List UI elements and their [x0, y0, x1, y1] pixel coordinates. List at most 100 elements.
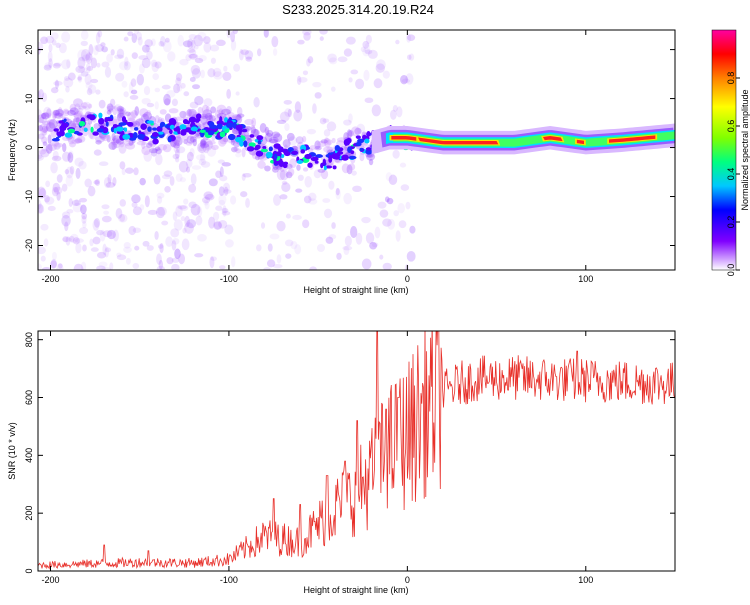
spectrogram-cell — [335, 188, 341, 200]
spectrogram-cell — [393, 210, 399, 217]
spectrogram-cell — [52, 182, 60, 193]
snr-ytick-label: 400 — [24, 448, 34, 463]
spectrogram-cell — [206, 130, 215, 136]
spectrogram-cell — [67, 122, 77, 129]
spectrogram-cell — [282, 162, 288, 169]
spectrogram-cell — [276, 168, 286, 181]
spectrogram-cell — [314, 160, 319, 164]
snr-xtick-label: -200 — [41, 575, 59, 585]
colorbar — [711, 29, 737, 271]
spectrogram-cell — [41, 112, 47, 119]
spectrogram-cell — [95, 44, 105, 52]
spectrogram-cell — [360, 46, 366, 53]
spectrogram-cell — [173, 142, 180, 149]
spectrogram-cell — [69, 107, 79, 115]
spectrogram-cell — [190, 173, 197, 186]
spectrogram-cell — [144, 195, 150, 208]
spectrogram-cell — [86, 66, 94, 71]
spectrogram-cell — [284, 123, 290, 131]
spectrogram-cell — [346, 164, 353, 175]
spectrogram-cell — [223, 189, 232, 194]
spectrogram-cell — [257, 48, 262, 57]
spectrogram-cell — [202, 109, 213, 118]
spectrogram-cell — [79, 197, 88, 203]
spectrogram-cell — [171, 98, 178, 107]
spectrogram-cell — [332, 153, 341, 158]
spectrogram-cell — [244, 118, 254, 126]
spectrogram-cell — [351, 170, 357, 176]
spectrogram-cell — [80, 40, 88, 47]
spectrogram-cell — [123, 36, 129, 42]
spectrogram-cell — [90, 57, 98, 69]
spectrogram-cell — [278, 146, 283, 151]
spectrogram-cell — [117, 111, 122, 123]
spectrogram-cell — [405, 201, 411, 210]
spectrogram-cell — [93, 149, 102, 156]
spectrogram-cell — [47, 134, 52, 145]
spectrogram-cell — [307, 56, 314, 64]
spectrogram-cell — [77, 49, 88, 62]
colorbar-tick-label: 0.8 — [726, 72, 736, 85]
spectrogram-cell — [210, 106, 217, 114]
spectrogram-cell — [152, 127, 158, 131]
spectrogram-cell — [95, 89, 101, 95]
spectrogram-cell — [117, 108, 124, 119]
spectrogram-cell — [262, 146, 267, 150]
spectrogram-cell — [164, 98, 171, 106]
spectrogram-cell — [320, 169, 329, 180]
spectrogram-cell — [86, 88, 93, 96]
spectrogram-cell — [174, 248, 181, 260]
spectrogram-cell — [97, 30, 103, 38]
spectrogram-cell — [328, 57, 338, 65]
spectrogram-cell — [281, 182, 291, 193]
spectrogram-cell — [44, 196, 55, 205]
spectrogram-cell — [297, 39, 305, 45]
spectrogram-cell — [230, 146, 238, 153]
spectrogram-cell — [55, 42, 61, 49]
spectrogram-cell — [154, 61, 162, 69]
spectrogram-cell — [84, 178, 92, 188]
spectrogram-cell — [138, 117, 144, 126]
spectrogram-cell — [66, 209, 74, 214]
spectrogram-cell — [38, 263, 42, 270]
spectrogram-cell — [98, 99, 106, 109]
spectrogram-cell — [200, 132, 205, 138]
spectrogram-cell — [38, 133, 45, 140]
spectrogram-cell — [170, 228, 180, 238]
spectrogram-cell — [119, 108, 125, 118]
spectrogram-cell — [331, 137, 336, 144]
spectrogram-ytick-label: 20 — [24, 45, 34, 55]
spectrogram-cell — [343, 119, 352, 126]
spectrogram-cell — [292, 214, 302, 221]
spectrogram-cell — [38, 47, 41, 55]
spectrogram-cell — [202, 196, 211, 204]
spectrogram-cell — [165, 37, 170, 43]
spectrogram-cell — [43, 238, 49, 247]
spectrogram-cell — [213, 211, 220, 221]
spectrogram-cell — [185, 158, 193, 168]
spectrogram-cell — [271, 166, 279, 173]
spectrogram-cell — [64, 132, 73, 138]
spectrogram-cell — [193, 34, 204, 47]
spectrogram-cell — [77, 76, 82, 81]
spectrogram-cell — [90, 78, 99, 84]
spectrogram-cell — [72, 118, 79, 128]
spectrogram-cell — [407, 54, 412, 60]
spectrogram-cell — [119, 61, 129, 71]
spectrogram-cell — [167, 51, 176, 62]
spectrogram-cell — [156, 192, 165, 199]
spectrogram-cell — [240, 49, 249, 55]
spectrogram-cell — [85, 53, 93, 61]
spectrogram-cell — [180, 216, 186, 222]
spectrogram-cell — [177, 34, 185, 47]
spectrogram-cell — [366, 130, 371, 137]
spectrogram-cell — [137, 133, 145, 140]
spectrogram-cell — [219, 131, 226, 138]
spectrogram-cell — [38, 153, 43, 160]
spectrogram-cell — [75, 167, 81, 180]
spectrogram-cell — [64, 221, 69, 232]
spectrogram-cell — [161, 220, 169, 226]
spectrogram-cell — [154, 231, 159, 240]
spectrogram-cell — [116, 48, 125, 59]
